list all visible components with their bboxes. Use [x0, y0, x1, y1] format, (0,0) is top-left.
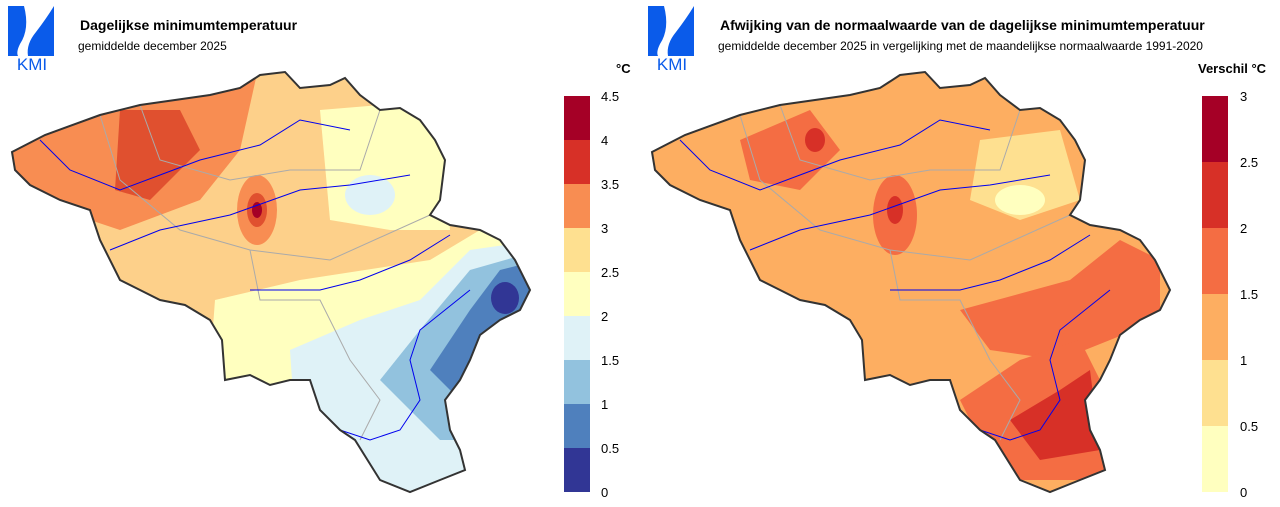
- svg-text:KMI: KMI: [17, 55, 47, 72]
- legend-tick: 1: [601, 397, 609, 412]
- legend-swatch: [1202, 96, 1228, 162]
- kmi-logo: KMI: [648, 6, 694, 72]
- map-subtitle: gemiddelde december 2025: [78, 39, 227, 53]
- legend-unit: Verschil °C: [1198, 61, 1267, 76]
- legend-swatch: [564, 360, 590, 404]
- legend-swatch: [1202, 294, 1228, 360]
- legend-swatch: [564, 228, 590, 272]
- legend-tick: 2.5: [1240, 155, 1259, 170]
- legend-swatch: [1202, 228, 1228, 294]
- legend-tick: 0: [1240, 485, 1248, 500]
- belgium-map-min-temp: [11, 71, 531, 493]
- legend-swatch: [564, 316, 590, 360]
- legend-tick: 2: [601, 309, 609, 324]
- legend-tick: 0: [601, 485, 609, 500]
- svg-text:KMI: KMI: [657, 55, 687, 72]
- legend-tick: 4.5: [601, 89, 620, 104]
- legend-swatch: [564, 272, 590, 316]
- panel-min-temperature: KMI Dagelijkse minimumtemperatuur gemidd…: [8, 6, 631, 500]
- legend-tick: 2.5: [601, 265, 620, 280]
- legend-tick: 0.5: [601, 441, 620, 456]
- legend-unit: °C: [616, 61, 631, 76]
- color-legend: [564, 96, 590, 492]
- legend-tick: 1.5: [601, 353, 620, 368]
- legend-swatch: [564, 184, 590, 228]
- map-title: Afwijking van de normaalwaarde van de da…: [720, 17, 1205, 33]
- legend-tick: 2: [1240, 221, 1248, 236]
- legend-swatch: [564, 140, 590, 184]
- map-subtitle: gemiddelde december 2025 in vergelijking…: [718, 39, 1203, 53]
- legend-swatch: [1202, 162, 1228, 228]
- map-title: Dagelijkse minimumtemperatuur: [80, 17, 298, 33]
- legend-swatch: [564, 96, 590, 140]
- legend-tick: 1.5: [1240, 287, 1259, 302]
- legend-tick: 4: [601, 133, 609, 148]
- kmi-logo: KMI: [8, 6, 54, 72]
- legend-swatch: [1202, 360, 1228, 426]
- legend-tick: 3: [1240, 89, 1248, 104]
- panel-temperature-anomaly: KMI Afwijking van de normaalwaarde van d…: [640, 0, 1280, 507]
- legend-swatch: [1202, 426, 1228, 492]
- legend-swatch: [564, 404, 590, 448]
- legend-tick: 0.5: [1240, 419, 1259, 434]
- color-legend: [1202, 96, 1228, 492]
- legend-tick: 1: [1240, 353, 1248, 368]
- legend-tick: 3: [601, 221, 609, 236]
- legend-swatch: [564, 448, 590, 492]
- legend-tick: 3.5: [601, 177, 620, 192]
- belgium-map-anomaly: [651, 71, 1171, 493]
